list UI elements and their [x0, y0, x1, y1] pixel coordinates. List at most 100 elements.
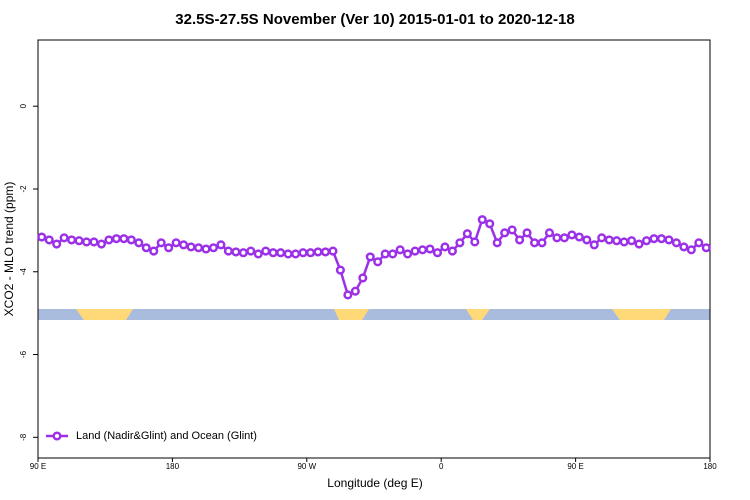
y-axis-label: XCO2 - MLO trend (ppm)	[2, 182, 16, 317]
chart-title: 32.5S-27.5S November (Ver 10) 2015-01-01…	[175, 11, 574, 28]
y-tick-label: -2	[19, 185, 28, 193]
data-point	[119, 234, 129, 244]
data-point	[238, 248, 248, 258]
data-point	[388, 249, 398, 259]
data-point	[515, 235, 525, 245]
data-point	[104, 235, 114, 245]
surface-band	[38, 309, 710, 320]
data-point	[604, 235, 614, 245]
data-point	[582, 235, 592, 245]
data-point	[298, 248, 308, 258]
data-point	[612, 236, 622, 246]
x-tick-label: 0	[439, 462, 444, 471]
data-point	[261, 246, 271, 256]
land-segment	[612, 309, 671, 320]
data-point	[395, 245, 405, 255]
data-point	[447, 246, 457, 256]
data-point	[455, 238, 465, 248]
data-point	[52, 239, 62, 249]
data-point	[313, 247, 323, 257]
data-point	[470, 237, 480, 247]
data-point	[44, 235, 54, 245]
data-point	[567, 230, 577, 240]
x-tick-label: 90 E	[567, 462, 583, 471]
data-point	[380, 249, 390, 259]
legend-swatch-marker	[52, 431, 62, 441]
data-point	[432, 248, 443, 258]
data-point	[492, 238, 502, 248]
data-point	[335, 265, 345, 275]
data-point	[350, 286, 360, 296]
data-point	[276, 248, 286, 258]
data-point	[477, 215, 487, 225]
data-point	[81, 237, 92, 247]
data-point	[134, 238, 144, 248]
data-point	[365, 252, 375, 262]
data-point	[552, 233, 562, 243]
data-point	[208, 243, 219, 253]
data-point	[89, 237, 99, 247]
data-point	[164, 243, 174, 253]
data-point	[627, 236, 637, 246]
data-point	[253, 249, 263, 259]
data-point	[559, 233, 569, 243]
data-point	[343, 290, 353, 300]
y-tick-label: -8	[19, 433, 28, 441]
data-point	[544, 228, 555, 238]
data-point	[641, 236, 652, 246]
x-axis-label: Longitude (deg E)	[327, 476, 422, 490]
x-tick-label: 180	[703, 462, 717, 471]
data-point	[634, 239, 644, 249]
data-point	[417, 245, 428, 255]
data-point	[59, 233, 69, 243]
data-point	[537, 238, 547, 248]
data-point	[141, 243, 151, 253]
data-point	[67, 235, 77, 245]
data-point	[403, 249, 413, 259]
land-segment	[76, 309, 133, 320]
data-point	[597, 233, 607, 243]
data-point	[74, 236, 84, 246]
data-point	[574, 232, 584, 242]
plot-frame	[37, 39, 711, 459]
data-point	[246, 246, 256, 256]
data-point	[440, 242, 450, 252]
data-point	[96, 239, 107, 249]
legend-label: Land (Nadir&Glint) and Ocean (Glint)	[76, 430, 257, 442]
data-point	[358, 273, 368, 283]
data-point	[305, 248, 316, 258]
data-point	[656, 234, 667, 244]
data-point	[231, 247, 241, 257]
land-segment	[334, 309, 369, 320]
data-point	[111, 234, 121, 244]
y-tick-label: -6	[19, 350, 28, 358]
ocean-band	[38, 309, 710, 320]
data-point	[186, 242, 196, 252]
data-point	[373, 257, 383, 267]
x-tick-label: 90 W	[297, 462, 316, 471]
x-tick-label: 90 E	[30, 462, 46, 471]
data-point	[686, 245, 696, 255]
data-point	[619, 237, 629, 247]
data-point	[664, 235, 674, 245]
data-point	[283, 249, 293, 259]
y-tick-label: 0	[19, 103, 28, 108]
data-point	[649, 234, 659, 244]
data-point	[485, 219, 495, 229]
data-point	[679, 242, 689, 252]
data-point	[589, 240, 599, 250]
data-point	[507, 225, 517, 235]
data-point	[216, 240, 226, 250]
data-point	[291, 249, 301, 259]
data-point	[694, 238, 704, 248]
data-point	[37, 232, 47, 242]
data-point	[149, 246, 159, 256]
data-point	[223, 246, 233, 256]
data-point	[500, 228, 510, 238]
data-point	[529, 238, 540, 248]
y-tick-label: -4	[19, 268, 28, 276]
data-point	[328, 246, 338, 256]
data-point	[671, 238, 681, 248]
data-point	[126, 235, 136, 245]
